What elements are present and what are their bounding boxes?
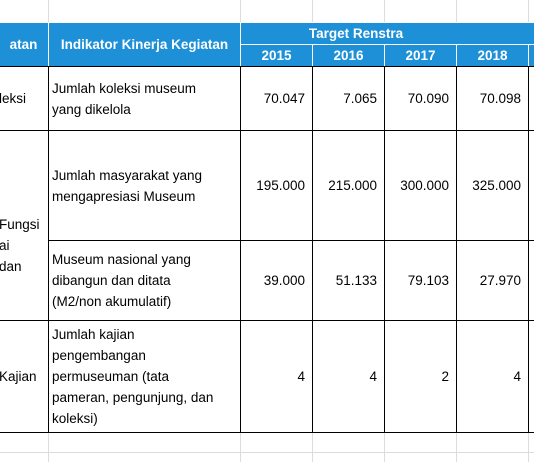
- cell-text: 195.000: [256, 178, 305, 193]
- cell-text: Fungsi: [0, 217, 40, 232]
- header-cell: Indikator Kinerja Kegiatan: [48, 22, 241, 67]
- cell-text: 325.000: [472, 178, 521, 193]
- cell: [528, 130, 534, 241]
- cell-text: leksi: [0, 91, 27, 106]
- cell: 39.000: [240, 240, 313, 321]
- cell: [528, 320, 534, 433]
- cell-text: 79.103: [407, 273, 449, 288]
- cell: 51.133: [312, 240, 385, 321]
- cell: 195.000: [240, 130, 313, 241]
- header-cell: 2015: [240, 44, 313, 67]
- cell: 7.065: [312, 66, 385, 131]
- cell-text: pameran, pengunjung, dan: [52, 390, 214, 405]
- cell: 27.970: [456, 240, 529, 321]
- cell-text: 51.133: [335, 273, 377, 288]
- cell: 70.098: [456, 66, 529, 131]
- cell: 70.090: [384, 66, 457, 131]
- cell: 300.000: [384, 130, 457, 241]
- cell-text: 27.970: [479, 273, 521, 288]
- cell-text: 70.047: [263, 91, 305, 106]
- cell-text: 39.000: [263, 273, 305, 288]
- cell-text: Museum nasional yang: [52, 252, 191, 267]
- cell-text: Jumlah masyarakat yang: [52, 167, 203, 183]
- cell-text: koleksi): [52, 411, 98, 426]
- cell-text: (M2/non akumulatif): [52, 294, 172, 309]
- cell-text: 4: [513, 369, 521, 384]
- cell: 70.047: [240, 66, 313, 131]
- cell-text: ai: [0, 238, 10, 253]
- cell: leksi: [0, 66, 49, 131]
- cell: Jumlah kajian pengembangan permuseuman (ta…: [48, 320, 241, 433]
- cell-text: yang dikelola: [52, 101, 131, 117]
- header-cell: 2017: [384, 44, 457, 67]
- cell-text: 2: [441, 369, 449, 384]
- cell-text: Kajian: [0, 369, 37, 384]
- cell: 2: [384, 320, 457, 433]
- cell: 325.000: [456, 130, 529, 241]
- header-cell: atan: [0, 22, 49, 67]
- cell-text: pengembangan: [52, 348, 146, 363]
- cell: [528, 240, 534, 321]
- header-cell: 2018: [456, 44, 529, 67]
- cell: Kajian: [0, 320, 49, 433]
- cell-text: 7.065: [343, 91, 377, 106]
- cell-text: permuseuman (tata: [52, 369, 170, 384]
- cell-text: 70.098: [479, 91, 521, 106]
- cell-text: 4: [369, 369, 377, 384]
- cell-text: 215.000: [328, 178, 377, 193]
- cell-text: 4: [297, 369, 305, 384]
- cell-text: dan: [0, 259, 22, 274]
- cell: [528, 66, 534, 131]
- cell: Museum nasional yang dibangun dan ditata (…: [48, 240, 241, 321]
- cell: 4: [312, 320, 385, 433]
- cell: 4: [456, 320, 529, 433]
- header-cell: 2016: [312, 44, 385, 67]
- cell: Jumlah masyarakat yang mengapresiasi Muse…: [48, 130, 241, 241]
- cell: Fungsi ai dan: [0, 130, 49, 321]
- gridline: [0, 452, 534, 453]
- cell-text: 300.000: [400, 178, 449, 193]
- cell: 79.103: [384, 240, 457, 321]
- cell-text: dibangun dan ditata: [52, 273, 171, 288]
- cell-text: 70.090: [407, 91, 449, 106]
- cell: Jumlah koleksi museum yang dikelola: [48, 66, 241, 131]
- cell: 215.000: [312, 130, 385, 241]
- header-cell: [528, 44, 534, 67]
- cell-text: mengapresiasi Museum: [52, 188, 196, 204]
- cell-text: Jumlah kajian: [52, 327, 135, 342]
- cell-text: Jumlah koleksi museum: [52, 80, 197, 96]
- header-cell: Target Renstra: [240, 22, 534, 45]
- cell: 4: [240, 320, 313, 433]
